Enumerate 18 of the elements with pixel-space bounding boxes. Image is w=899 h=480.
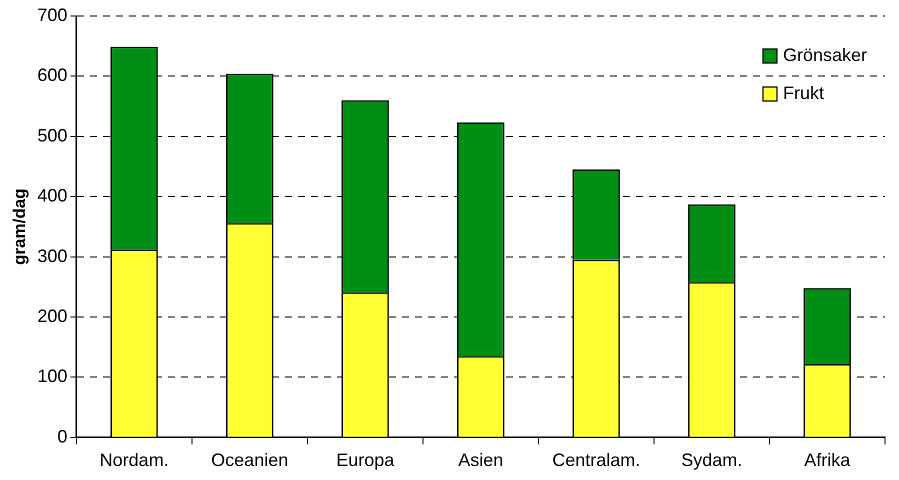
y-tick-label: 200 xyxy=(37,306,68,326)
y-tick-label: 600 xyxy=(37,65,68,86)
y-axis-title: gram/dag xyxy=(10,188,29,265)
y-tick-label: 0 xyxy=(57,426,68,446)
y-tick-label: 300 xyxy=(37,246,68,266)
x-tick-label: Afrika xyxy=(804,450,852,470)
x-tick-label: Oceanien xyxy=(211,450,288,470)
x-tick-label: Nordam. xyxy=(100,450,169,470)
x-tick-label: Sydam. xyxy=(681,450,742,470)
legend-label: Frukt xyxy=(782,82,824,103)
x-tick-label: Europa xyxy=(336,450,396,470)
legend-label: Grönsaker xyxy=(782,44,868,65)
y-tick-label: 100 xyxy=(37,366,68,386)
x-tick-label: Centralam. xyxy=(552,450,640,470)
x-tick-label: Asien xyxy=(458,450,504,470)
y-tick-label: 400 xyxy=(37,186,68,206)
y-tick-label: 700 xyxy=(37,4,68,25)
y-tick-label: 500 xyxy=(37,125,68,146)
